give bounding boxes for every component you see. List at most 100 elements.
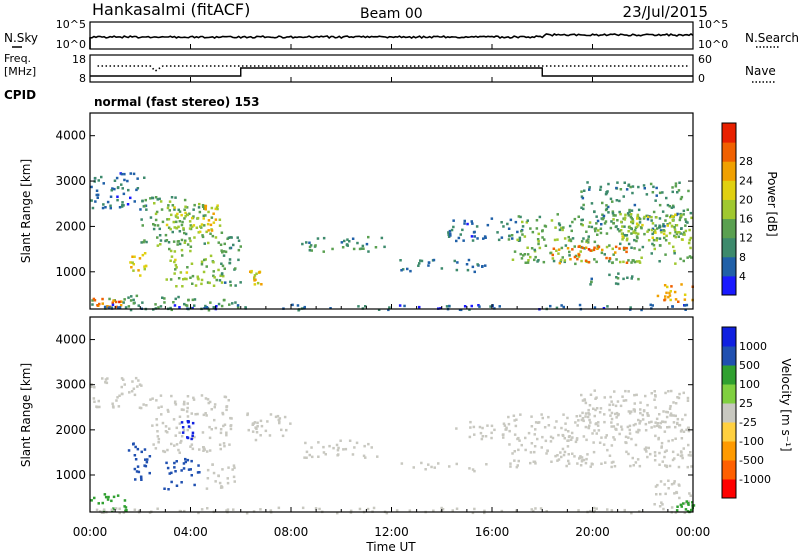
heatmap-cell [203, 207, 206, 210]
heatmap-cell [186, 458, 190, 462]
heatmap-cell [187, 298, 190, 302]
heatmap-cell [206, 222, 210, 226]
heatmap-cell [670, 483, 674, 486]
heatmap-cell [187, 425, 191, 428]
heatmap-cell [530, 508, 533, 511]
heatmap-cell [680, 505, 683, 508]
heatmap-cell [679, 212, 682, 216]
heatmap-cell [178, 422, 182, 425]
heatmap-cell [620, 220, 623, 224]
heatmap-cell [190, 437, 193, 441]
heatmap-cell [317, 441, 320, 444]
heatmap-cell [588, 221, 592, 224]
heatmap-cell [530, 247, 534, 250]
heatmap-cell [670, 414, 674, 417]
heatmap-cell [364, 456, 367, 459]
heatmap-cell [145, 240, 148, 244]
heatmap-cell [586, 181, 589, 184]
heatmap-cell [486, 223, 490, 227]
heatmap-cell [676, 396, 679, 399]
heatmap-cell [335, 443, 339, 447]
heatmap-cell [111, 187, 114, 190]
heatmap-cell [587, 225, 591, 228]
heatmap-cell [634, 461, 638, 464]
y-tick-label: 4000 [55, 129, 86, 143]
heatmap-cell [650, 215, 653, 219]
heatmap-cell [621, 225, 624, 228]
heatmap-cell [160, 413, 163, 416]
heatmap-cell [582, 419, 585, 423]
heatmap-cell [664, 464, 667, 467]
heatmap-cell [173, 304, 177, 307]
heatmap-cell [202, 217, 205, 220]
heatmap-cell [148, 455, 152, 458]
heatmap-cell [452, 219, 455, 222]
heatmap-cell [683, 298, 687, 301]
heatmap-cell [519, 215, 522, 219]
heatmap-cell [580, 222, 583, 226]
heatmap-cell [598, 441, 602, 444]
heatmap-cell [212, 274, 215, 278]
heatmap-cell [178, 306, 181, 309]
heatmap-cell [427, 261, 431, 264]
heatmap-cell [683, 293, 687, 296]
heatmap-cell [179, 271, 183, 274]
heatmap-cell [308, 245, 312, 249]
heatmap-cell [110, 189, 113, 192]
heatmap-cell [142, 403, 145, 406]
heatmap-cell [625, 250, 628, 254]
heatmap-cell [471, 265, 475, 269]
heatmap-cell [650, 392, 653, 395]
heatmap-cell [671, 439, 674, 442]
heatmap-cell [519, 252, 522, 256]
heatmap-cell [622, 260, 625, 264]
heatmap-cell [600, 462, 603, 465]
heatmap-cell [220, 486, 224, 489]
heatmap-cell [634, 231, 638, 235]
heatmap-cell [689, 494, 692, 497]
heatmap-cell [185, 410, 189, 413]
heatmap-cell [177, 448, 180, 452]
heatmap-cell [534, 255, 537, 259]
heatmap-cell [219, 447, 222, 451]
heatmap-cell [589, 465, 592, 468]
heatmap-cell [577, 255, 581, 258]
heatmap-cell [614, 412, 617, 416]
heatmap-cell [210, 408, 213, 411]
heatmap-cell [584, 401, 588, 405]
heatmap-cell [612, 214, 615, 217]
heatmap-cell [581, 417, 585, 420]
freq-panel: Freq. [MHz] 18 8 60 0 Nave CPID normal (… [4, 52, 776, 109]
heatmap-cell [158, 227, 161, 231]
heatmap-cell [470, 235, 474, 238]
heatmap-cell [132, 172, 136, 176]
heatmap-cell [655, 237, 659, 240]
heatmap-cell [204, 206, 207, 210]
heatmap-cell [172, 418, 176, 421]
heatmap-cell [543, 426, 547, 429]
time-tick-label: 00:00 [676, 525, 711, 539]
heatmap-cell [569, 239, 573, 243]
heatmap-cell [132, 442, 135, 445]
heatmap-cell [101, 501, 104, 505]
heatmap-cell [651, 191, 655, 194]
heatmap-cell [160, 208, 164, 211]
heatmap-cell [213, 306, 216, 309]
heatmap-cell [657, 437, 660, 441]
heatmap-cell [688, 228, 691, 232]
heatmap-cell [183, 208, 186, 211]
heatmap-cell [133, 393, 137, 397]
heatmap-cell [211, 463, 214, 466]
heatmap-cell [554, 454, 557, 458]
heatmap-cell [661, 420, 664, 423]
heatmap-cell [178, 431, 181, 434]
heatmap-cell [245, 512, 249, 515]
heatmap-cell [355, 441, 359, 445]
heatmap-cell [676, 421, 679, 425]
heatmap-cell [221, 412, 225, 416]
heatmap-cell [653, 398, 656, 401]
heatmap-cell [116, 198, 119, 202]
heatmap-cell [208, 281, 211, 285]
heatmap-cell [250, 269, 253, 273]
